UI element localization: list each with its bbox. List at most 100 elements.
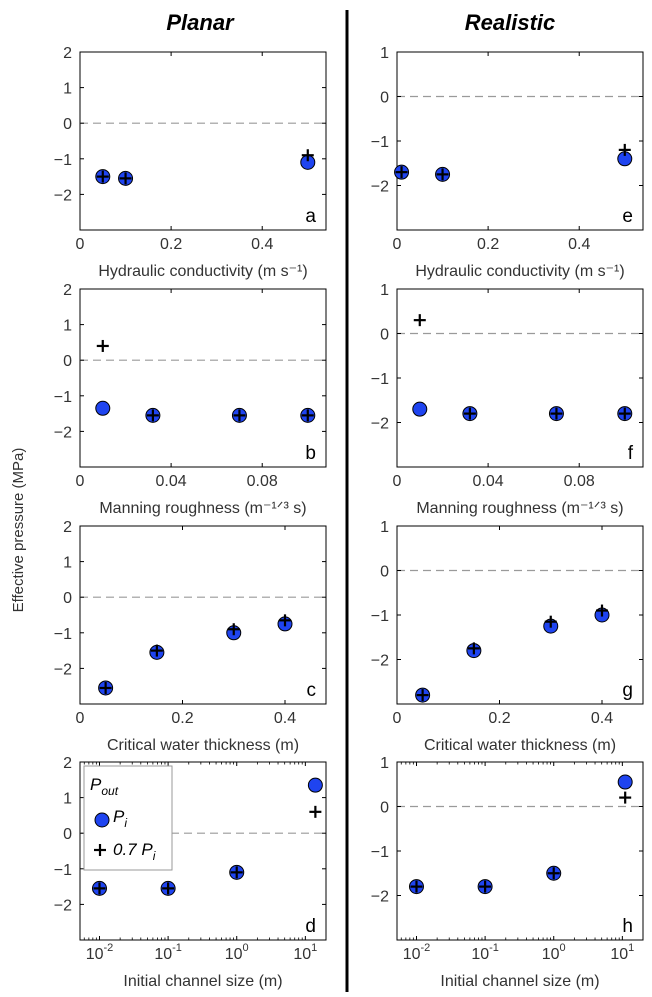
x-tick-label: 0 [76,473,85,490]
y-tick-label: 0 [380,90,389,107]
y-tick-label: 0 [380,800,389,817]
y-axis-label: Effective pressure (MPa) [10,448,27,613]
legend-circle-marker [94,812,110,828]
panel-b: 2 1 0 −1 −2 0 0.04 0.08 Manning roughness (m⁻¹ᐟ³… [54,282,327,517]
y-tick-label: −1 [54,152,72,169]
panel-label: b [305,443,316,464]
x-tick-label: 0.08 [564,473,595,490]
data-point-circle [412,401,428,417]
y-tick-label: −1 [371,608,389,625]
data-point-plus [233,409,246,422]
x-tick-exponent: -1 [172,942,182,954]
data-point-plus [309,805,322,818]
panel-e: 1 0 −1 −2 0 0.2 0.4 Hydraulic conductivity (m s… [371,45,644,280]
data-point-plus [416,689,429,702]
x-tick-label: 0.4 [591,710,613,727]
y-tick-label: 0 [380,564,389,581]
x-tick-label: 10-2 [86,942,114,963]
x-tick-label: 101 [293,942,317,963]
plot-frame [396,761,644,941]
y-tick-label: −2 [371,653,389,670]
y-tick-label: 2 [63,519,72,536]
y-tick-label: −1 [54,626,72,643]
x-tick-label: 10-1 [471,942,499,963]
x-tick-label: 10-1 [154,942,182,963]
y-tick-label: 1 [380,519,389,536]
data-point-plus [619,791,632,804]
y-tick-label: 2 [63,282,72,299]
data-point-plus [301,409,314,422]
legend-entry-07pi: 0.7 Pi [113,840,156,863]
data-point-plus [150,644,163,657]
data-point-plus [413,314,426,327]
y-tick-label: −2 [54,187,72,204]
panel-label: c [307,680,317,701]
x-tick-label: 100 [542,942,566,963]
y-tick-label: −1 [371,134,389,151]
data-point-circle [95,400,111,416]
y-tick-label: −1 [54,862,72,879]
x-axis-label: Critical water thickness (m) [107,737,299,754]
x-tick-label: 101 [610,942,634,963]
panel-c: 2 1 0 −1 −2 0 0.2 0.4 Critical water thickness (… [54,519,327,754]
x-axis-label: Critical water thickness (m) [424,737,616,754]
y-tick-label: 1 [63,791,72,808]
data-point-plus [467,642,480,655]
y-tick-label: −2 [54,897,72,914]
x-tick-exponent: -2 [420,942,430,954]
y-tick-label: 0 [63,116,72,133]
plot-frame [396,51,644,231]
y-tick-label: −2 [371,179,389,196]
data-point-plus [146,409,159,422]
x-tick-label: 0 [393,236,402,253]
plot-frame [79,51,327,231]
panel-label: f [628,443,634,464]
data-point-circle [307,777,323,793]
x-tick-exponent: 1 [311,942,317,954]
y-tick-label: −1 [371,844,389,861]
y-tick-label: −1 [371,371,389,388]
data-point-plus [618,143,631,156]
x-tick-exponent: 0 [243,942,249,954]
y-tick-label: 1 [63,81,72,98]
x-tick-label: 10-2 [403,942,431,963]
panel-label: e [622,206,633,227]
x-axis-label: Hydraulic conductivity (m s⁻¹) [415,263,624,280]
x-tick-exponent: -2 [103,942,113,954]
x-axis-label: Initial channel size (m) [440,973,599,990]
y-tick-label: −2 [54,661,72,678]
data-point-plus [596,604,608,617]
data-point-plus [96,170,109,183]
x-tick-label: 0 [393,710,402,727]
legend-entry-pi: Pi [113,807,127,830]
panel-h: 1 0 −1 −2 10-2 10-1 100 101 Initial channel size… [371,755,644,990]
data-point-plus [301,149,314,162]
y-tick-label: 0 [63,826,72,843]
x-tick-exponent: -1 [489,942,499,954]
panel-g: 1 0 −1 −2 0 0.2 0.4 Critical water thickness (m… [371,519,644,754]
y-tick-label: 0 [63,590,72,607]
data-point-plus [410,880,423,893]
x-tick-label: 0.2 [171,710,193,727]
y-tick-label: −2 [54,424,72,441]
y-tick-label: −2 [371,889,389,906]
y-tick-label: 0 [63,353,72,370]
data-point-plus [618,407,631,420]
plot-frame [79,761,327,941]
data-point-plus [119,172,132,185]
plot-frame [79,525,327,705]
data-point-plus [463,407,476,420]
x-tick-label: 0.4 [251,236,273,253]
plot-frame [79,288,327,468]
data-point-plus [162,882,175,895]
x-axis-label: Manning roughness (m⁻¹ᐟ³ s) [99,500,306,517]
x-tick-label: 100 [225,942,249,963]
column-title-realistic: Realistic [465,10,556,35]
x-tick-exponent: 1 [628,942,634,954]
legend-entry-pi-sub: i [124,816,127,830]
data-point-plus [547,867,560,880]
data-point-plus [96,339,109,352]
y-tick-label: 0 [380,327,389,344]
column-title-planar: Planar [166,10,235,35]
